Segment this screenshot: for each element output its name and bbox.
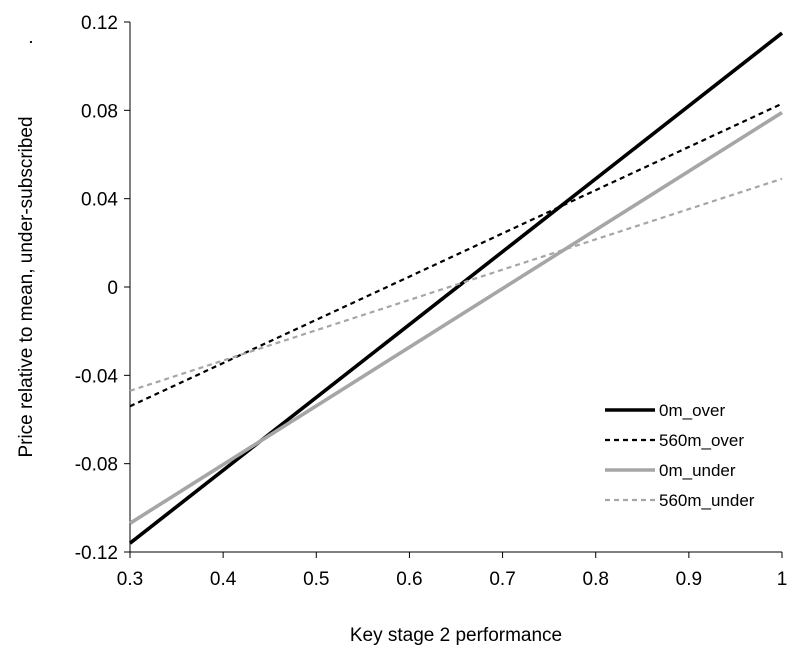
x-tick-label: 0.6	[396, 569, 422, 590]
y-axis-title-suffix: .	[16, 39, 37, 44]
x-tick-label: 0.7	[489, 569, 515, 590]
y-axis-title: Price relative to mean, under-subscribed	[16, 116, 37, 457]
legend: 0m_over 560m_over 0m_under 560m_under	[605, 401, 755, 510]
legend-label: 560m_over	[659, 431, 744, 450]
x-tick-label: 0.5	[303, 569, 329, 590]
y-tick-label: -0.04	[75, 366, 119, 387]
legend-label: 0m_under	[659, 461, 736, 480]
y-tick-label: -0.08	[75, 455, 118, 476]
series-line-0m-under	[129, 111, 783, 525]
series-lines	[128, 31, 784, 545]
series-line-560m-under	[129, 177, 783, 392]
y-tick-label: -0.12	[75, 543, 118, 564]
y-axis-ticks: -0.12 -0.08 -0.04 0 0.04 0.08 0.12	[75, 13, 130, 564]
series-line-560m-over	[129, 102, 783, 408]
y-tick-label: 0	[107, 278, 118, 299]
x-axis-ticks: 0.3 0.4 0.5 0.6 0.7 0.8 0.9 1	[117, 552, 788, 590]
y-tick-label: 0.08	[81, 101, 118, 122]
legend-label: 560m_under	[659, 491, 755, 510]
y-tick-label: 0.12	[81, 13, 118, 34]
x-axis-title: Key stage 2 performance	[350, 625, 562, 646]
x-tick-label: 0.9	[676, 569, 702, 590]
x-tick-label: 0.4	[210, 569, 237, 590]
x-tick-label: 0.8	[583, 569, 609, 590]
x-tick-label: 0.3	[117, 569, 143, 590]
series-line-0m-over	[128, 31, 784, 545]
y-tick-label: 0.04	[81, 190, 118, 211]
legend-label: 0m_over	[659, 401, 725, 420]
x-tick-label: 1	[777, 569, 788, 590]
